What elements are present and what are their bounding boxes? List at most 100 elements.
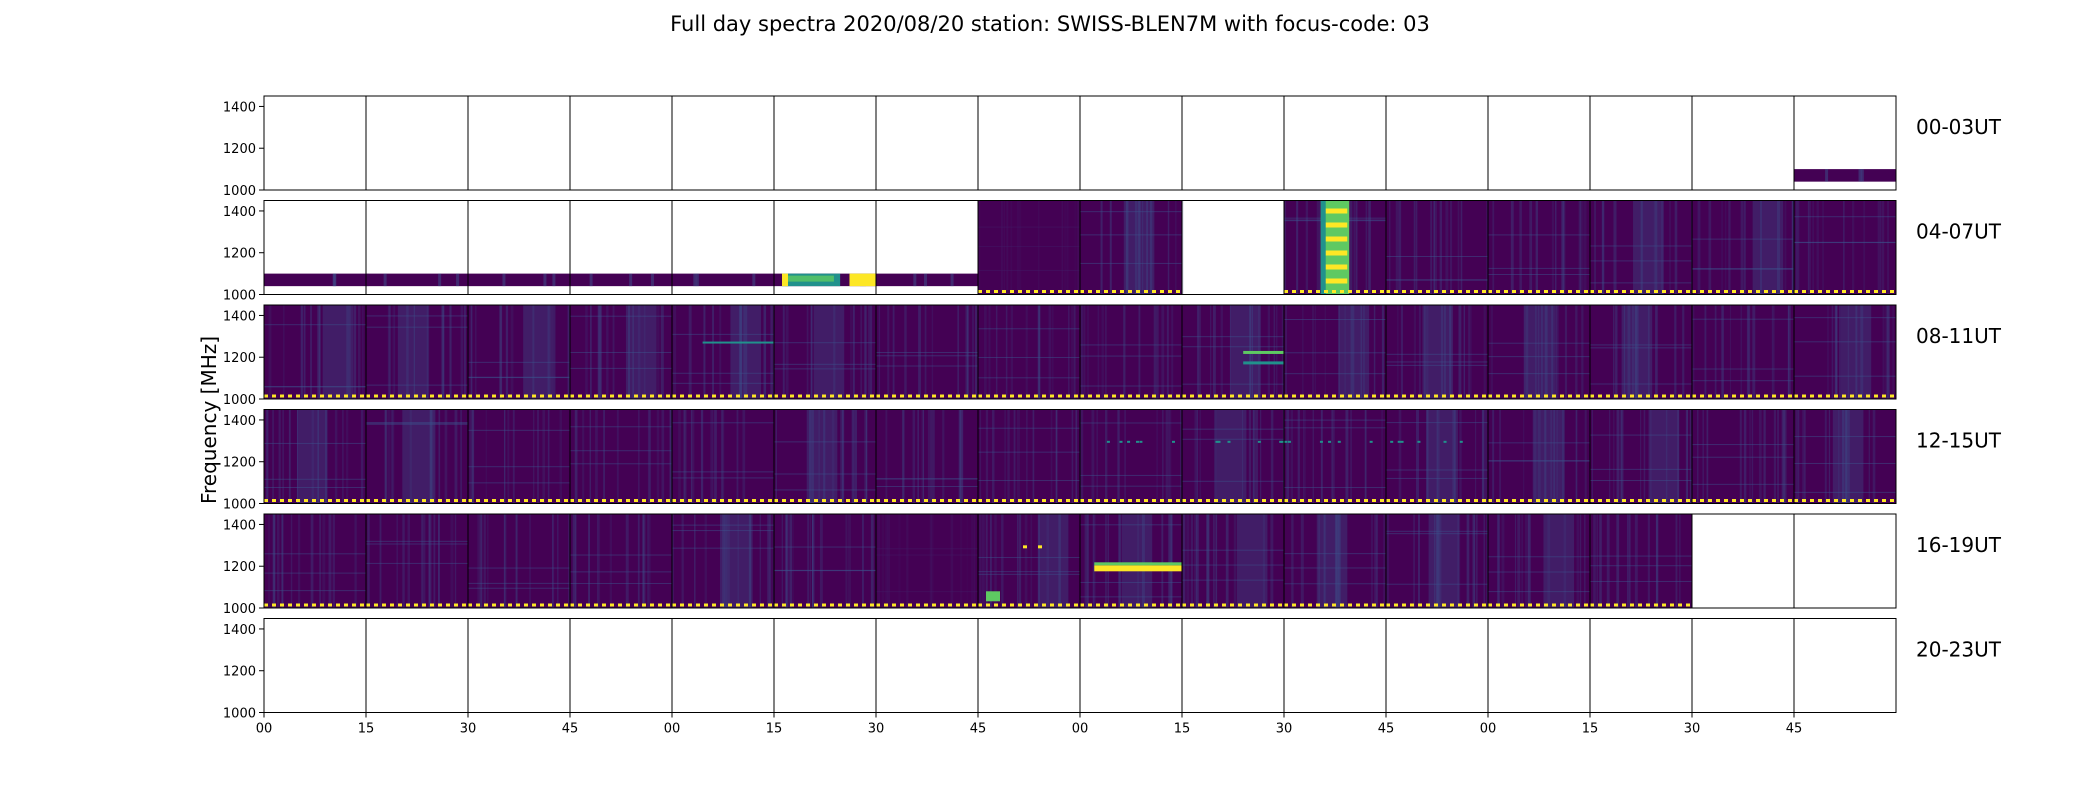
rfi-dot bbox=[1328, 440, 1332, 443]
panel-frame bbox=[671, 618, 775, 713]
row-label: 16-19UT bbox=[1916, 533, 2002, 557]
noise-stripe bbox=[1579, 200, 1582, 295]
noise-stripe bbox=[852, 409, 856, 504]
noise-stripe bbox=[385, 409, 388, 504]
noise-stripe bbox=[1616, 514, 1620, 608]
freq-line bbox=[978, 451, 1080, 453]
noise-stripe bbox=[428, 514, 430, 608]
noise-stripe bbox=[1055, 409, 1058, 504]
noise-stripe bbox=[1892, 305, 1894, 399]
freq-line bbox=[978, 571, 1080, 573]
noise-stripe bbox=[367, 514, 370, 608]
y-tick-label: 1200 bbox=[223, 665, 256, 680]
noise-stripe bbox=[1847, 305, 1850, 399]
noise-stripe bbox=[1562, 409, 1565, 504]
noise-stripe bbox=[1828, 409, 1831, 504]
noise-stripe bbox=[1880, 200, 1882, 295]
noise-stripe bbox=[902, 409, 904, 504]
noise-stripe bbox=[1655, 514, 1658, 608]
spectrum-panel bbox=[1385, 513, 1489, 609]
y-tick-label: 1400 bbox=[223, 309, 256, 324]
y-tick-label: 1000 bbox=[223, 498, 256, 513]
noise-stripe bbox=[1475, 409, 1477, 504]
noise-stripe bbox=[325, 409, 327, 504]
freq-line bbox=[978, 557, 1080, 559]
spectrum-panel bbox=[875, 200, 979, 295]
freq-line bbox=[1692, 380, 1794, 382]
noise-stripe bbox=[548, 409, 550, 504]
noise-stripe bbox=[1324, 305, 1326, 399]
noise-stripe bbox=[499, 305, 502, 399]
noise-stripe bbox=[1025, 305, 1028, 399]
noise-stripe bbox=[504, 409, 506, 504]
freq-line bbox=[468, 466, 570, 468]
noise-stripe bbox=[1291, 514, 1294, 608]
noise-stripe bbox=[387, 305, 391, 399]
noise-stripe bbox=[1010, 305, 1014, 399]
noise-stripe bbox=[470, 305, 473, 399]
freq-line bbox=[1182, 346, 1284, 348]
freq-line bbox=[1386, 364, 1488, 366]
spectrum-panel bbox=[1589, 513, 1693, 609]
spectrum-panel bbox=[569, 513, 674, 609]
freq-line bbox=[1590, 480, 1692, 482]
noise-stripe bbox=[1096, 409, 1098, 504]
noise-stripe bbox=[1435, 514, 1439, 608]
spectrum-fill bbox=[1386, 409, 1488, 504]
spectrum-panel bbox=[1283, 200, 1387, 295]
noise-stripe bbox=[1492, 200, 1495, 295]
noise-stripe bbox=[1360, 305, 1363, 399]
panel-frame bbox=[1793, 304, 1897, 400]
noise-stripe bbox=[1167, 514, 1170, 608]
band-mark bbox=[570, 273, 672, 287]
burst-edge bbox=[1320, 200, 1326, 295]
noise-stripe bbox=[300, 305, 303, 399]
noise-stripe bbox=[1514, 514, 1517, 608]
noise-stripe bbox=[1749, 409, 1751, 504]
noise-stripe bbox=[865, 409, 868, 504]
noise-stripe bbox=[1553, 409, 1555, 504]
x-tick-label: 00 bbox=[664, 722, 681, 737]
freq-line bbox=[1182, 564, 1284, 566]
freq-line bbox=[1590, 260, 1692, 262]
noise-stripe bbox=[1338, 305, 1340, 399]
noise-stripe bbox=[864, 305, 867, 399]
noise-stripe bbox=[1374, 514, 1377, 608]
noise-stripe bbox=[547, 409, 550, 504]
freq-line bbox=[1590, 434, 1692, 436]
noise-stripe bbox=[283, 305, 285, 399]
noise-stripe bbox=[683, 409, 686, 504]
noise-stripe bbox=[1134, 200, 1138, 295]
noise-stripe bbox=[1627, 514, 1629, 608]
noise-region bbox=[1428, 514, 1460, 608]
noise-stripe bbox=[1118, 514, 1122, 608]
noise-region bbox=[322, 305, 354, 399]
spectrum-fill bbox=[1488, 200, 1590, 295]
noise-stripe bbox=[669, 409, 672, 504]
spectrum-panel bbox=[263, 618, 367, 713]
freq-line bbox=[672, 530, 774, 532]
noise-stripe bbox=[736, 409, 739, 504]
spectrum-fill bbox=[1794, 409, 1896, 504]
panel-frame bbox=[1691, 618, 1795, 713]
noise-stripe bbox=[1468, 305, 1472, 399]
noise-stripe bbox=[1087, 305, 1089, 399]
noise-stripe bbox=[1835, 305, 1837, 399]
noise-stripe bbox=[515, 514, 518, 608]
noise-stripe bbox=[1481, 409, 1484, 504]
noise-stripe bbox=[1510, 200, 1514, 295]
noise-stripe bbox=[1194, 514, 1197, 608]
freq-line bbox=[1080, 385, 1182, 387]
freq-line bbox=[1182, 428, 1284, 430]
noise-stripe bbox=[1845, 409, 1849, 504]
noise-stripe bbox=[1490, 305, 1493, 399]
noise-stripe bbox=[589, 409, 591, 504]
band-mark bbox=[366, 273, 468, 287]
noise-stripe bbox=[1215, 514, 1217, 608]
spectrum-panel bbox=[263, 200, 369, 295]
noise-stripe bbox=[391, 409, 395, 504]
spectrum-panel bbox=[1079, 513, 1183, 609]
noise-stripe bbox=[1459, 409, 1462, 504]
noise-stripe bbox=[684, 409, 687, 504]
band-texture bbox=[695, 273, 699, 287]
